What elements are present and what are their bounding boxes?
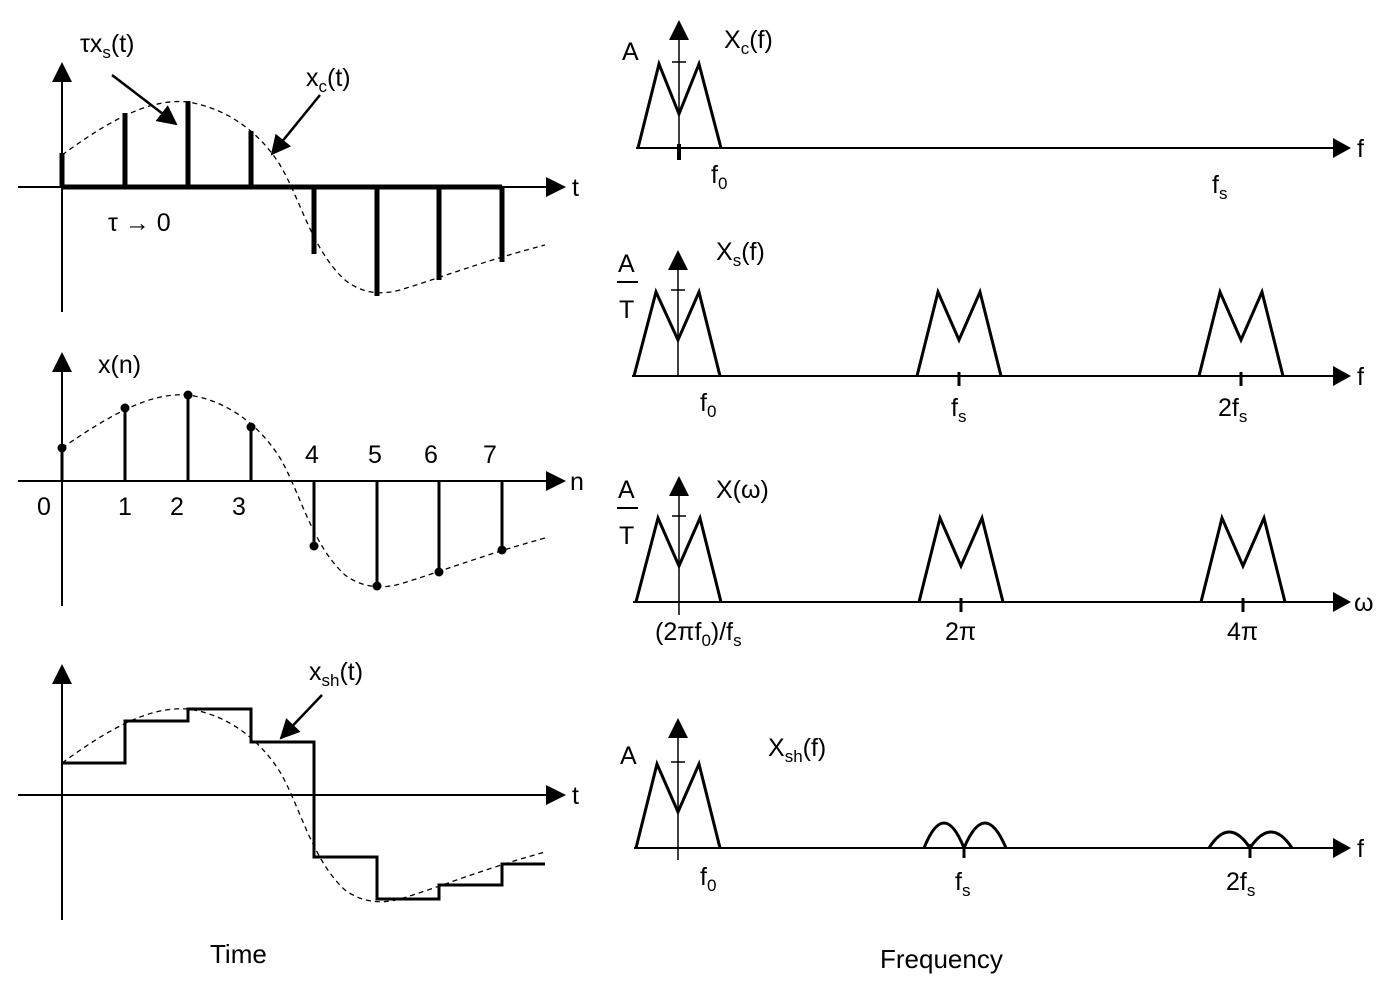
frequency-caption: Frequency <box>880 944 1003 974</box>
t1-continuous-curve <box>61 100 546 294</box>
f2-amp-numerator: A <box>618 250 635 278</box>
f3-spectrum-title: X(ω) <box>716 476 769 504</box>
f2-replica-fs <box>915 287 1003 377</box>
t3-axis-label: t <box>572 782 579 810</box>
continuous-signal-label: xc(t) <box>306 64 351 96</box>
t2-dot <box>183 390 193 400</box>
freq-panel-sample-hold: A Xsh(f) f f0 fs 2fs <box>620 718 1364 900</box>
f3-axis-label: ω <box>1354 589 1374 617</box>
f1-axis-label: f <box>1357 135 1364 163</box>
f3-replica-0 <box>634 513 723 603</box>
index-label: 5 <box>368 441 382 469</box>
index-label: 6 <box>424 441 438 469</box>
f4-baseband-spectrum <box>634 759 722 849</box>
f3-replica-4pi <box>1199 513 1287 603</box>
f1-x-arrow <box>1333 138 1351 158</box>
f2-tick-fs: fs <box>951 394 966 426</box>
f1-tick-f0: f0 <box>711 161 727 193</box>
time-caption: Time <box>210 939 267 969</box>
t1-x-arrow <box>546 177 566 197</box>
t2-stems <box>60 395 504 586</box>
f3-amp-numerator: A <box>618 476 635 504</box>
f4-tick-2fs: 2fs <box>1226 868 1255 900</box>
t1-axis-label: t <box>572 174 579 202</box>
f2-y-arrow <box>668 250 688 270</box>
f2-amp-denominator: T <box>619 296 634 324</box>
f3-x-arrow <box>1333 592 1351 612</box>
index-label: 3 <box>232 493 246 521</box>
t2-dot <box>57 443 67 453</box>
t2-y-arrow <box>52 352 72 372</box>
f3-tick-2pi: 2π <box>945 618 976 646</box>
t2-dot <box>434 567 444 577</box>
freq-panel-dtft: A T X(ω) ω (2πf0)/fs 2π 4π <box>617 476 1374 650</box>
f2-spectrum-title: Xs(f) <box>716 238 765 270</box>
time-panel-sample-hold: xsh(t) t <box>18 658 579 920</box>
t3-envelope-curve <box>61 708 546 903</box>
f3-tick-4pi: 4π <box>1227 618 1258 646</box>
index-label: 7 <box>483 441 497 469</box>
f4-axis-label: f <box>1357 835 1364 863</box>
t3-x-arrow <box>546 785 566 805</box>
t2-dot <box>372 581 382 591</box>
t3-y-arrow <box>52 664 72 684</box>
t2-sample-dots <box>57 390 507 591</box>
f3-replica-2pi <box>917 513 1005 603</box>
t3-curve-arrow <box>279 694 323 740</box>
f2-tick-f0: f0 <box>700 389 716 421</box>
t2-dot <box>497 545 507 555</box>
freq-panel-sampled: A T Xs(f) f f0 fs 2fs <box>617 238 1364 426</box>
f2-replica-2fs <box>1197 287 1285 377</box>
f4-amplitude-label: A <box>620 742 637 770</box>
time-panel-discrete: x(n) n 0 1 2 3 4 5 6 7 <box>18 351 584 606</box>
f1-y-arrow <box>669 20 689 40</box>
discrete-signal-label: x(n) <box>98 351 141 379</box>
t1-y-arrow <box>52 62 72 82</box>
index-label: 2 <box>170 493 184 521</box>
f3-tick-normalized-freq: (2πf0)/fs <box>655 618 742 650</box>
time-panel-sampled: τxs(t) xc(t) t τ → 0 <box>18 30 579 312</box>
f2-replica-0 <box>632 287 722 377</box>
t2-dot <box>309 541 319 551</box>
t2-dot <box>246 422 256 432</box>
staircase-signal <box>62 707 545 901</box>
f2-axis-label: f <box>1357 363 1364 391</box>
t1-pulse-arrow <box>111 74 178 126</box>
f4-tick-fs: fs <box>955 868 970 900</box>
f3-y-arrow <box>669 476 689 496</box>
f1-spectrum-title: Xc(f) <box>724 26 773 58</box>
index-label: 1 <box>118 493 132 521</box>
f4-tick-f0: f0 <box>700 863 716 895</box>
f4-y-arrow <box>668 718 688 738</box>
f1-amplitude-label: A <box>622 38 639 66</box>
t2-axis-label: n <box>570 468 584 496</box>
f2-tick-2fs: 2fs <box>1218 394 1247 426</box>
t2-envelope-curve <box>61 394 546 588</box>
f1-baseband-spectrum <box>636 59 723 149</box>
index-label: 0 <box>37 493 51 521</box>
f3-amp-denominator: T <box>619 522 634 550</box>
t2-x-arrow <box>546 471 566 491</box>
t1-curve-arrow <box>270 94 321 156</box>
pulse-train-label: τxs(t) <box>80 30 135 62</box>
tau-limit-label: τ → 0 <box>108 209 171 237</box>
sample-hold-signal-label: xsh(t) <box>309 658 363 690</box>
index-label: 4 <box>305 441 319 469</box>
freq-panel-continuous: A Xc(f) f f0 fs <box>622 20 1364 203</box>
f2-x-arrow <box>1333 366 1351 386</box>
f4-x-arrow <box>1333 838 1351 858</box>
f1-tick-fs: fs <box>1212 171 1227 203</box>
t2-dot <box>120 403 130 413</box>
f4-spectrum-title: Xsh(f) <box>768 734 826 766</box>
